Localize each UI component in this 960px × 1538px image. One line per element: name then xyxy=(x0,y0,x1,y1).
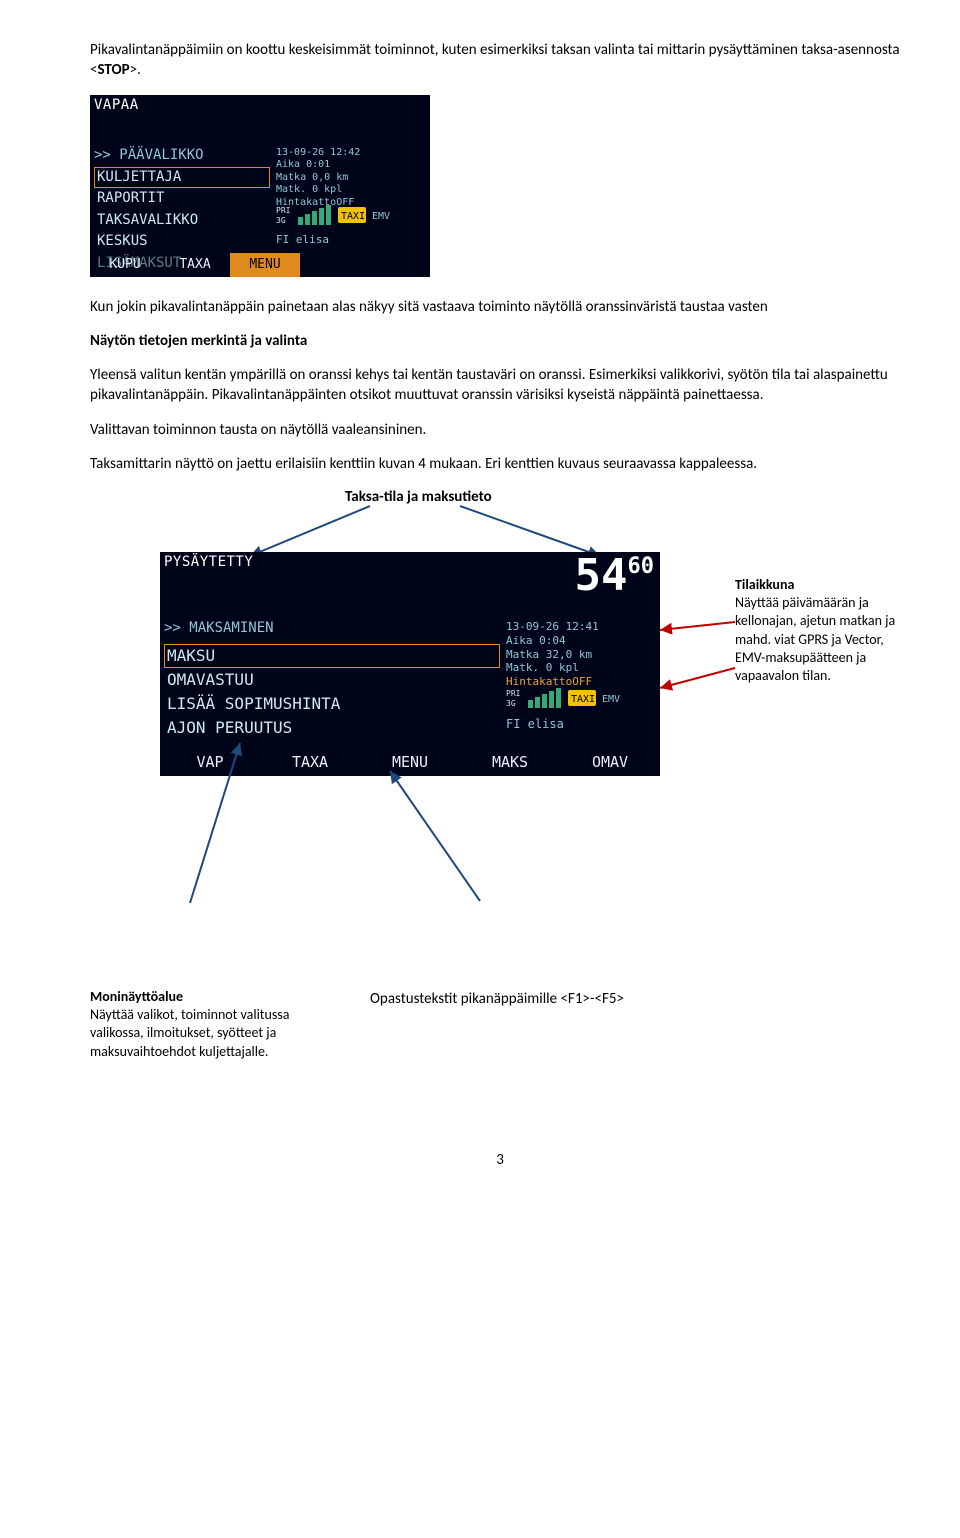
sc1-bt-kupu: KUPU xyxy=(90,253,160,277)
sc2-menu-header: >> MAKSAMINEN xyxy=(164,620,274,636)
sc1-menu-header: >> PÄÄVALIKKO xyxy=(94,147,204,163)
svg-text:EMV: EMV xyxy=(602,694,620,705)
diagram: Taksa-tila ja maksutieto PYSÄYTETTY 5460… xyxy=(90,488,910,908)
sc2-info-l3: Matk. 0 kpl xyxy=(506,661,656,675)
device-screenshot-1: VAPAA >> PÄÄVALIKKO KULJETTAJA RAPORTIT … xyxy=(90,95,430,277)
sc2-item-omavastuu: OMAVASTUU xyxy=(164,668,500,692)
sc2-info-l1: Aika 0:04 xyxy=(506,634,656,648)
arrow-blue-bottom xyxy=(370,766,510,906)
sc1-item-kuljettaja: KULJETTAJA xyxy=(94,167,270,189)
svg-text:PRI: PRI xyxy=(276,206,291,215)
sc2-bt-taxa: TAXA xyxy=(260,748,360,776)
intro-stop: STOP xyxy=(97,61,129,79)
sc1-info-l1: Aika 0:01 xyxy=(276,159,426,172)
callout-tilaikkuna: Tilaikkuna Näyttää päivämäärän ja kellon… xyxy=(735,576,910,685)
sc2-info-l2: Matka 32,0 km xyxy=(506,648,656,662)
sc2-status: PYSÄYTETTY xyxy=(164,554,253,570)
sc2-info-dt: 13-09-26 12:41 xyxy=(506,620,656,634)
svg-text:EMV: EMV xyxy=(372,211,390,222)
sc1-info-l2: Matka 0,0 km xyxy=(276,172,426,185)
sc2-icons: PRI 3G TAXI EMV FI elisa xyxy=(506,686,656,738)
arrow-red-2 xyxy=(655,666,745,706)
sc1-bt-menu: MENU xyxy=(230,253,300,277)
sc2-bt-omav: OMAV xyxy=(560,748,660,776)
intro-paragraph: Pikavalintanäppäimiin on koottu keskeisi… xyxy=(90,40,910,81)
para4: Yleensä valitun kentän ympärillä on oran… xyxy=(90,365,910,406)
sc1-info-l3: Matk. 0 kpl xyxy=(276,184,426,197)
svg-text:TAXI: TAXI xyxy=(571,694,595,705)
callout-moninayttoalue: Moninäyttöalue Näyttää valikot, toiminno… xyxy=(90,988,300,1061)
callouts-below: Moninäyttöalue Näyttää valikot, toiminno… xyxy=(90,988,910,1061)
svg-text:3G: 3G xyxy=(506,699,516,708)
svg-text:PRI: PRI xyxy=(506,689,521,698)
intro-text-b: >. xyxy=(130,61,141,79)
sc2-menu: MAKSU OMAVASTUU LISÄÄ SOPIMUSHINTA AJON … xyxy=(164,644,500,740)
callout-tilaikkuna-txt: Näyttää päivämäärän ja kellonajan, ajetu… xyxy=(735,594,895,684)
para3-heading: Näytön tietojen merkintä ja valinta xyxy=(90,331,910,351)
sc1-bt-taxa: TAXA xyxy=(160,253,230,277)
svg-text:3G: 3G xyxy=(276,216,286,225)
intro-text-a: Pikavalintanäppäimiin on koottu keskeisi… xyxy=(90,41,900,79)
arrow-blue-left xyxy=(185,738,275,908)
sc2-info: 13-09-26 12:41 Aika 0:04 Matka 32,0 km M… xyxy=(506,620,656,689)
sc2-item-maksu: MAKSU xyxy=(164,644,500,668)
para6: Taksamittarin näyttö on jaettu erilaisii… xyxy=(90,454,910,474)
para5: Valittavan toiminnon tausta on näytöllä … xyxy=(90,420,910,440)
sc1-info: 13-09-26 12:42 Aika 0:01 Matka 0,0 km Ma… xyxy=(276,147,426,210)
sc1-item-taksavalikko: TAKSAVALIKKO xyxy=(94,210,270,232)
sc1-item-raportit: RAPORTIT xyxy=(94,188,270,210)
sc1-carrier: FI elisa xyxy=(276,233,329,246)
para2: Kun jokin pikavalintanäppäin painetaan a… xyxy=(90,297,910,317)
sc2-item-ajon: AJON PERUUTUS xyxy=(164,716,500,740)
callout-tilaikkuna-hd: Tilaikkuna xyxy=(735,576,794,593)
sc2-fare-int: 54 xyxy=(575,552,628,601)
svg-text:TAXI: TAXI xyxy=(341,211,365,222)
sc2-fare-cents: 60 xyxy=(628,554,655,579)
sc2-fare: 5460 xyxy=(575,554,654,598)
sc1-status: VAPAA xyxy=(94,97,139,113)
sc1-item-keskus: KESKUS xyxy=(94,231,270,253)
sc2-icons-svg: PRI 3G TAXI EMV FI elisa xyxy=(506,686,656,738)
callout-bottom: Opastustekstit pikanäppäimille <F1>-<F5> xyxy=(370,988,624,1008)
sc1-bottom: KUPU TAXA MENU xyxy=(90,253,430,277)
callout-moninayttoalue-hd: Moninäyttöalue xyxy=(90,988,183,1005)
sc1-icons-svg: PRI 3G TAXI EMV FI elisa xyxy=(276,203,426,251)
page-number: 3 xyxy=(90,1151,910,1169)
sc2-item-lisaa: LISÄÄ SOPIMUSHINTA xyxy=(164,692,500,716)
sc1-info-dt: 13-09-26 12:42 xyxy=(276,147,426,160)
callout-moninayttoalue-txt: Näyttää valikot, toiminnot valitussa val… xyxy=(90,1006,290,1059)
sc2-carrier: FI elisa xyxy=(506,717,564,731)
sc1-icons: PRI 3G TAXI EMV FI elisa xyxy=(276,203,426,251)
